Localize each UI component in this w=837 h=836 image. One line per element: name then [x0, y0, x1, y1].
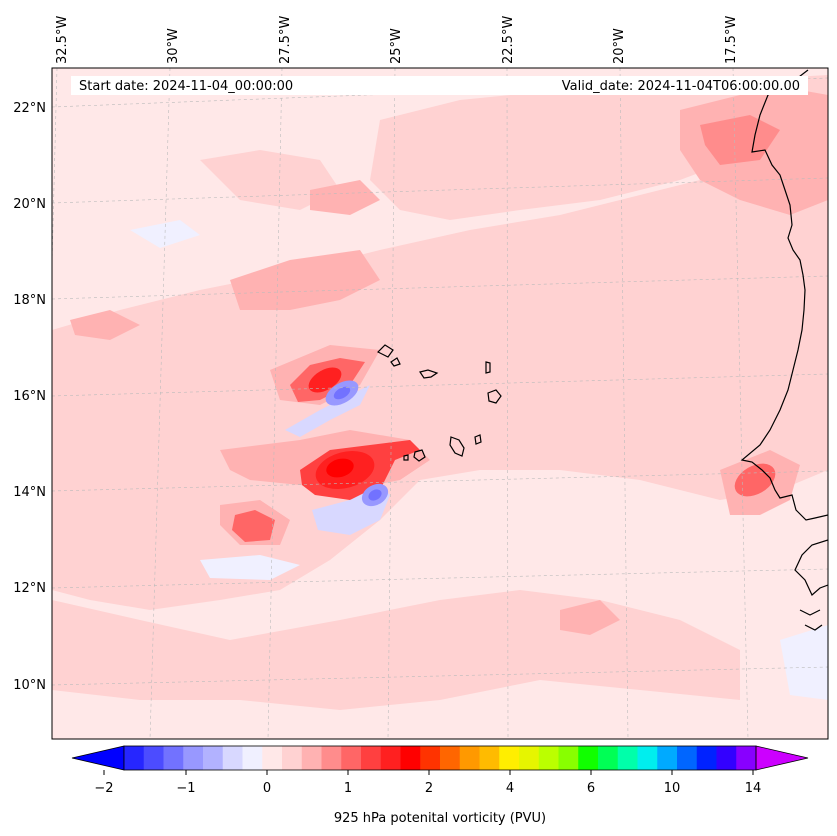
- map-area: Start date: 2024-11-04_00:00:00 Valid_da…: [52, 68, 828, 739]
- valid-date-label: Valid_date: 2024-11-04T06:00:00.00: [562, 79, 800, 94]
- colorbar-segment: [716, 746, 737, 770]
- colorbar-segments: [71, 745, 809, 771]
- colorbar-segment: [183, 746, 204, 770]
- lat-label-16n: 16°N: [13, 389, 46, 404]
- cb-tick-label: 0: [263, 781, 271, 796]
- cape-verde-sal: [485, 361, 491, 374]
- latitude-labels: 22°N 20°N 18°N 16°N 14°N 12°N 10°N: [13, 101, 46, 693]
- lon-label-32-5w: 32.5°W: [55, 16, 70, 64]
- cb-tick-label: 14: [745, 781, 762, 796]
- colorbar-segment: [459, 746, 480, 770]
- colorbar-segment: [341, 746, 362, 770]
- lon-label-27-5w: 27.5°W: [278, 16, 293, 64]
- colorbar-frame: [123, 745, 757, 771]
- gridlines: [52, 68, 828, 739]
- colorbar-title: 925 hPa potenital vorticity (PVU): [334, 811, 546, 826]
- cb-tick-label: −1: [176, 781, 195, 796]
- pv-field-light: [52, 75, 828, 710]
- colorbar-segment: [301, 746, 322, 770]
- colorbar-segment: [538, 746, 559, 770]
- colorbar-segment: [440, 746, 461, 770]
- colorbar-segment: [479, 746, 500, 770]
- colorbar-segment: [282, 746, 303, 770]
- cape-verde-santiago: [449, 436, 465, 457]
- colorbar-extend-min: [71, 745, 125, 771]
- start-date-label: Start date: 2024-11-04_00:00:00: [79, 79, 293, 94]
- colorbar-segment: [124, 746, 145, 770]
- cb-tick-label: 2: [425, 781, 433, 796]
- pv-field-strong: [232, 115, 780, 542]
- lat-label-22n: 22°N: [13, 101, 46, 116]
- cb-tick-label: −2: [94, 781, 113, 796]
- colorbar-segment: [696, 746, 717, 770]
- colorbar-segment: [361, 746, 382, 770]
- coastlines: [376, 69, 828, 631]
- lat-label-12n: 12°N: [13, 581, 46, 596]
- africa-coastline: [740, 69, 828, 521]
- longitude-labels: 32.5°W 30°W 27.5°W 25°W 22.5°W 20°W 17.5…: [55, 16, 739, 64]
- colorbar-segment: [519, 746, 540, 770]
- cb-tick-label: 4: [506, 781, 514, 796]
- lon-label-17-5w: 17.5°W: [724, 16, 739, 64]
- cape-verde-santo-antao: [376, 344, 394, 358]
- cape-verde-sao-nicolau: [419, 369, 439, 379]
- colorbar-ticks: [103, 770, 754, 775]
- cape-verde-maio: [474, 434, 482, 445]
- colorbar-segment: [677, 746, 698, 770]
- lat-label-18n: 18°N: [13, 293, 46, 308]
- lat-label-10n: 10°N: [13, 678, 46, 693]
- map-frame: [51, 67, 829, 740]
- pv-field-negative: [130, 220, 828, 700]
- colorbar-segment: [380, 746, 401, 770]
- guinea-coast: [794, 539, 828, 631]
- cb-tick-label: 6: [587, 781, 595, 796]
- colorbar-segment: [578, 746, 599, 770]
- colorbar-segment: [400, 746, 421, 770]
- colorbar: −2 −1 0 1 2 4 6 10 14 925 hPa potenital …: [71, 745, 809, 826]
- colorbar-tick-labels: −2 −1 0 1 2 4 6 10 14: [94, 781, 761, 796]
- colorbar-segment: [163, 746, 184, 770]
- colorbar-segment: [321, 746, 342, 770]
- lon-label-30w: 30°W: [166, 28, 181, 64]
- lon-label-20w: 20°W: [612, 28, 627, 64]
- colorbar-segment: [262, 746, 283, 770]
- colorbar-segment: [637, 746, 658, 770]
- colorbar-segment: [143, 746, 164, 770]
- colorbar-segment: [242, 746, 263, 770]
- lon-label-25w: 25°W: [389, 28, 404, 64]
- colorbar-segment: [499, 746, 520, 770]
- lat-label-14n: 14°N: [13, 485, 46, 500]
- cape-verde-boa-vista: [487, 389, 502, 404]
- colorbar-segment: [657, 746, 678, 770]
- colorbar-segment: [558, 746, 579, 770]
- colorbar-extend-max: [755, 745, 809, 771]
- lat-label-20n: 20°N: [13, 197, 46, 212]
- cape-verde-fogo: [413, 449, 426, 462]
- colorbar-segment: [598, 746, 619, 770]
- colorbar-segment: [617, 746, 638, 770]
- cape-verde-sao-vicente: [390, 357, 401, 367]
- cb-tick-label: 1: [344, 781, 352, 796]
- cape-verde-brava: [403, 454, 409, 461]
- date-banner: [71, 76, 808, 95]
- colorbar-segment: [203, 746, 224, 770]
- cb-tick-label: 10: [664, 781, 681, 796]
- colorbar-segment: [736, 746, 757, 770]
- lon-label-22-5w: 22.5°W: [501, 16, 516, 64]
- colorbar-segment: [222, 746, 243, 770]
- colorbar-segment: [420, 746, 441, 770]
